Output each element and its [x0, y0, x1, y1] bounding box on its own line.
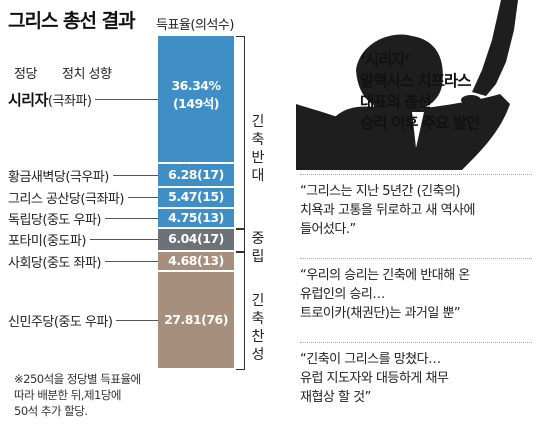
- note-line-1: ※250석을 정당별 득표율에: [14, 372, 141, 386]
- leader-line: [95, 98, 158, 100]
- group-label-line: 중립: [251, 231, 265, 266]
- group-label: 긴축 반대: [246, 113, 270, 186]
- party-label: 독립당(중도 우파): [8, 209, 102, 228]
- caption-line-1: ‘시리자’: [360, 51, 411, 69]
- caption-line-3: 대표의 총선: [360, 93, 432, 111]
- group-label-line: 찬성: [251, 328, 265, 363]
- party-stance: (극좌파): [80, 192, 124, 208]
- page-title: 그리스 총선 결과: [8, 10, 136, 32]
- stacked-bar-chart: 36.34% (149석) 6.28(17) 5.47(15) 4.75(13) 6.04…: [158, 0, 234, 439]
- party-label: 신민주당(중도 우파): [8, 311, 113, 330]
- group-label-line: 반대: [251, 150, 265, 185]
- stance-column-header: 정치 성향: [62, 67, 112, 82]
- quote-3: “긴축이 그리스를 망쳤다… 유럽 지도자와 대등하게 채무 재협상 할 것”: [300, 350, 449, 407]
- leader-line: [105, 217, 158, 219]
- bar-segment: 5.47(15): [158, 187, 234, 207]
- party-stance: (극우파): [65, 169, 109, 185]
- quote-2: “우리의 승리는 긴축에 반대해 온 유럽인의 승리… 트로이카(채권단)는 과…: [300, 266, 470, 323]
- party-stance: (중도 좌파): [42, 255, 102, 271]
- party-name: 신민주당: [8, 314, 54, 330]
- vote-share-header: 득표율(의석수): [156, 18, 234, 33]
- party-column-header: 정당: [14, 67, 37, 82]
- leader-line: [112, 174, 158, 176]
- party-name: 사회당: [8, 255, 43, 271]
- leader-line: [89, 239, 158, 241]
- seat-allocation-note: ※250석을 정당별 득표율에 따라 배분한 뒤,제1당에 50석 추가 할당.: [14, 371, 141, 419]
- data-label: 6.04(17): [168, 231, 224, 247]
- quote-line: 들어섰다.”: [300, 222, 356, 237]
- quote-line: 유럽 지도자와 대등하게 채무: [300, 371, 449, 386]
- party-stance: (극좌파): [47, 93, 92, 109]
- bar-segment: 27.81(76): [158, 271, 234, 368]
- party-stance: (중도 우파): [42, 212, 102, 228]
- group-label-line: 긴축: [251, 292, 265, 327]
- party-name: 황금새벽당: [8, 169, 66, 185]
- quote-divider: [300, 258, 532, 259]
- party-label: 포타미(중도파): [8, 230, 86, 249]
- quote-line: 트로이카(채권단)는 과거일 뿐”: [300, 306, 461, 321]
- leader-line: [105, 260, 158, 262]
- data-label: 36.34%: [171, 77, 221, 93]
- bar-segment: 4.68(13): [158, 251, 234, 270]
- leader-line: [127, 197, 158, 199]
- bar-segment: 36.34% (149석): [158, 36, 234, 162]
- party-label: 시리자(극좌파): [8, 89, 92, 110]
- group-label-line: 긴축: [251, 114, 265, 149]
- group-bracket: [236, 228, 245, 252]
- leader-line: [116, 319, 158, 321]
- tsipras-silhouette: [296, 0, 518, 170]
- quote-line: “긴축이 그리스를 망쳤다…: [300, 352, 441, 367]
- quote-line: 치욕과 고통을 뒤로하고 새 역사에: [300, 203, 475, 218]
- data-label: 6.28(17): [168, 166, 224, 182]
- bar-segment: 4.75(13): [158, 208, 234, 227]
- photo-caption: ‘시리자’ 알렉시스 치프라스 대표의 총선 승리 이후 주요 발언: [360, 50, 480, 134]
- quote-1: “그리스는 지난 5년간 (긴축의) 치욕과 고통을 뒤로하고 새 역사에 들어…: [300, 182, 475, 239]
- group-bracket: [236, 36, 245, 229]
- party-name: 시리자: [8, 90, 48, 109]
- data-label: 5.47(15): [168, 189, 224, 205]
- data-label: 27.81(76): [164, 311, 228, 327]
- party-stance: (중도 우파): [53, 314, 113, 330]
- party-label: 그리스 공산당(극좌파): [8, 188, 124, 207]
- party-label: 사회당(중도 좌파): [8, 252, 102, 271]
- party-stance: (중도파): [42, 234, 86, 250]
- tsipras-photo: [296, 0, 540, 170]
- group-label: 중립: [246, 230, 270, 267]
- group-bracket: [236, 251, 245, 370]
- caption-line-4: 승리 이후 주요 발언: [360, 114, 480, 132]
- party-name: 포타미: [8, 234, 43, 250]
- bar-segment: 6.28(17): [158, 163, 234, 186]
- party-label: 황금새벽당(극우파): [8, 166, 109, 185]
- data-label: 4.68(13): [168, 252, 224, 268]
- note-line-2: 따라 배분한 뒤,제1당에: [14, 388, 122, 402]
- quote-divider: [300, 342, 532, 343]
- quote-line: 재협상 할 것”: [300, 390, 371, 405]
- quote-divider: [300, 174, 532, 175]
- quote-line: 유럽인의 승리…: [300, 287, 385, 302]
- seat-label: (149석): [172, 95, 220, 111]
- group-label: 긴축 찬성: [246, 291, 270, 364]
- data-label: 4.75(13): [168, 209, 224, 225]
- note-line-3: 50석 추가 할당.: [14, 404, 88, 418]
- bar-segment: 6.04(17): [158, 228, 234, 250]
- party-name: 독립당: [8, 212, 43, 228]
- caption-line-2: 알렉시스 치프라스: [360, 72, 471, 90]
- quote-line: “그리스는 지난 5년간 (긴축의): [300, 184, 461, 199]
- party-name: 그리스 공산당: [8, 192, 81, 208]
- quote-line: “우리의 승리는 긴축에 반대해 온: [300, 268, 470, 283]
